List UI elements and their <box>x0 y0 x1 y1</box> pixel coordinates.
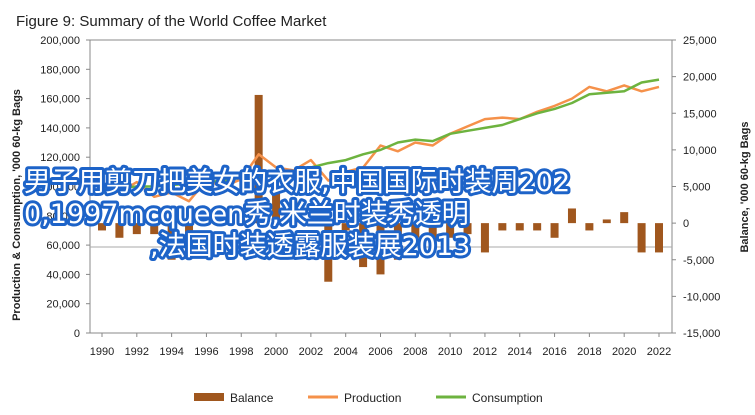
balance-bar <box>463 223 472 235</box>
balance-bar <box>289 201 298 224</box>
balance-bar <box>567 208 576 224</box>
balance-bar <box>411 223 420 238</box>
left-tick-label: 0 <box>74 328 80 340</box>
legend-label-production: Production <box>344 391 401 405</box>
overlay-line-3: ,法国时装透露服装展2013 <box>150 231 470 262</box>
balance-bar <box>132 223 141 235</box>
x-tick-label: 1990 <box>90 346 114 358</box>
x-tick-label: 2000 <box>264 346 288 358</box>
left-axis-ticks: 0 20,000 40,000 60,000 80,000 100,000 120,000 1… <box>40 35 90 340</box>
balance-bar <box>428 223 437 249</box>
balance-bar <box>602 219 611 224</box>
balance-bar <box>237 219 246 224</box>
right-tick-label: 10,000 <box>683 145 717 157</box>
x-tick-label: 2018 <box>577 346 601 358</box>
balance-bar <box>150 223 159 235</box>
balance-bar <box>98 223 106 231</box>
legend: Balance Production Consumption <box>194 391 543 405</box>
balance-bar <box>324 223 333 282</box>
x-tick-label: 2014 <box>508 346 532 358</box>
overlay-line-2: 0,1997mcqueen秀,米兰时装秀透明 <box>24 199 469 230</box>
balance-bar <box>655 223 663 253</box>
balance-bar <box>272 186 281 224</box>
x-tick-label: 2012 <box>473 346 497 358</box>
right-tick-label: 25,000 <box>683 35 717 47</box>
x-tick-label: 2020 <box>612 346 636 358</box>
balance-bar <box>585 223 594 231</box>
x-tick-label: 1998 <box>229 346 253 358</box>
left-tick-label: 200,000 <box>40 35 80 47</box>
y-axis-right-title: Balance, '000 60-kg Bags <box>739 121 751 252</box>
balance-bar <box>115 223 124 238</box>
balance-bar <box>498 223 507 231</box>
balance-bar <box>376 223 385 275</box>
balance-bar <box>359 223 368 268</box>
balance-bar <box>637 223 646 253</box>
x-tick-label: 2004 <box>333 346 357 358</box>
left-tick-label: 120,000 <box>40 152 80 164</box>
right-tick-label: 15,000 <box>683 108 717 120</box>
left-tick-label: 160,000 <box>40 94 80 106</box>
balance-bar <box>219 215 228 224</box>
chart-title: Figure 9: Summary of the World Coffee Ma… <box>16 13 327 30</box>
balance-bar <box>185 223 194 253</box>
right-tick-label: -10,000 <box>683 291 720 303</box>
balance-bar <box>167 223 176 260</box>
right-tick-label: 20,000 <box>683 72 717 84</box>
x-tick-label: 2016 <box>542 346 566 358</box>
x-tick-label: 2002 <box>299 346 323 358</box>
balance-bar <box>341 223 350 231</box>
left-tick-label: 80,000 <box>46 211 80 223</box>
left-tick-label: 60,000 <box>46 240 80 252</box>
left-tick-label: 100,000 <box>40 182 80 194</box>
left-tick-label: 140,000 <box>40 123 80 135</box>
right-tick-label: 0 <box>683 218 689 230</box>
balance-bar <box>254 94 263 224</box>
consumption-line <box>101 78 660 191</box>
series-lines <box>101 78 660 203</box>
x-tick-label: 2010 <box>438 346 462 358</box>
left-tick-label: 180,000 <box>40 64 80 76</box>
legend-label-balance: Balance <box>230 391 274 405</box>
balance-bar <box>306 219 315 224</box>
x-tick-label: 2008 <box>403 346 427 358</box>
right-tick-label: -5,000 <box>683 255 714 267</box>
legend-swatch-balance <box>194 393 224 401</box>
balance-bar <box>550 223 559 238</box>
right-tick-label: -15,000 <box>683 328 720 340</box>
x-tick-label: 1994 <box>159 346 183 358</box>
balance-bar <box>202 219 211 224</box>
x-tick-label: 2022 <box>647 346 671 358</box>
balance-bar <box>480 223 489 253</box>
x-tick-label: 2006 <box>368 346 392 358</box>
legend-label-consumption: Consumption <box>472 391 543 405</box>
balance-bar <box>515 223 524 231</box>
balance-bar <box>446 223 455 238</box>
balance-bar <box>533 223 542 231</box>
x-tick-label: 1992 <box>125 346 149 358</box>
y-axis-left-title: Production & Consumption, '000 60-kg Bag… <box>11 89 23 321</box>
production-line <box>101 84 660 203</box>
balance-bar <box>620 212 629 224</box>
overlay-line-1: 男子用剪刀把美女的衣服,中国国际时装周202 <box>24 167 570 198</box>
x-axis-ticks: 1990 1992 1994 1996 1998 2000 2002 2004 2006 2008… <box>90 333 671 358</box>
left-tick-label: 20,000 <box>46 299 80 311</box>
right-tick-label: 5,000 <box>683 182 711 194</box>
overlay-caption: 男子用剪刀把美女的衣服,中国国际时装周202 0,1997mcqueen秀,米兰… <box>21 164 573 265</box>
left-tick-label: 40,000 <box>46 269 80 281</box>
balance-bar <box>393 223 402 260</box>
balance-bars <box>98 94 663 282</box>
right-axis-ticks: -15,000 -10,000 -5,000 0 5,000 10,000 15,000 20… <box>672 35 720 340</box>
x-tick-label: 1996 <box>194 346 218 358</box>
